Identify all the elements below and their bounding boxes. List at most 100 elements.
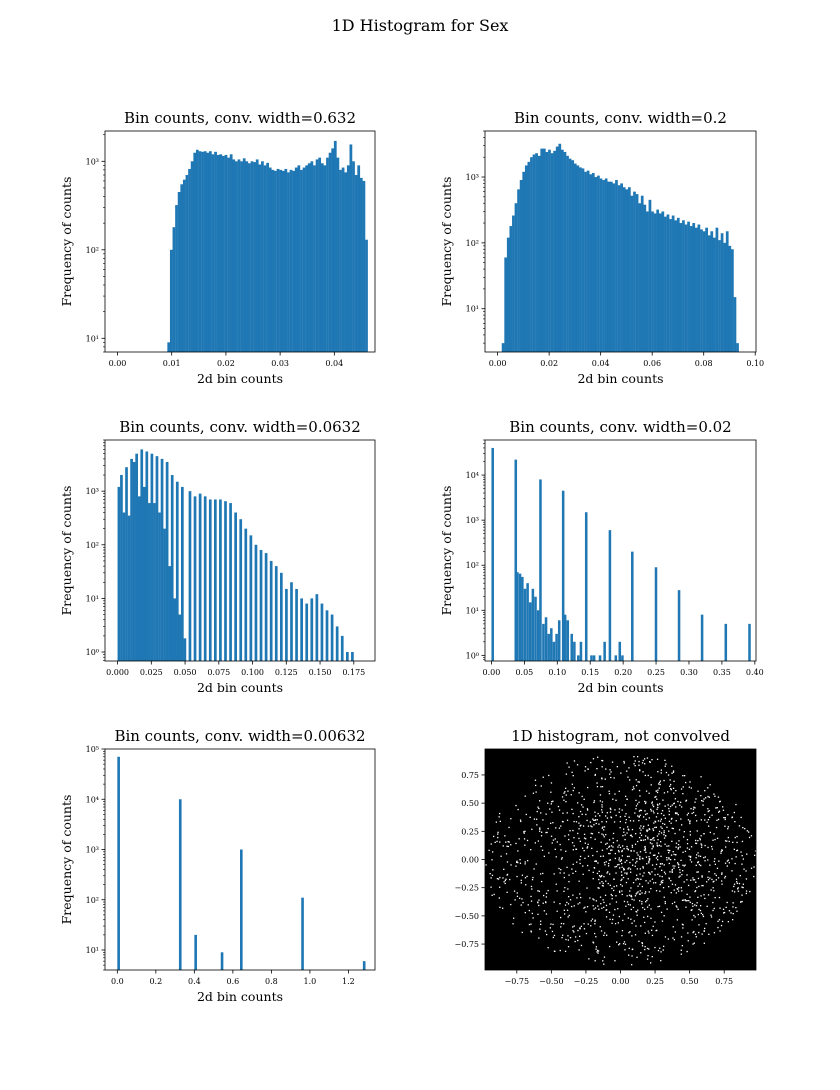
scatter-point <box>655 882 657 884</box>
scatter-point <box>655 890 658 892</box>
scatter-point <box>565 938 567 941</box>
scatter-point <box>745 878 748 880</box>
scatter-point <box>676 812 678 814</box>
scatter-point <box>638 810 641 812</box>
scatter-point <box>712 881 714 883</box>
scatter-point <box>646 958 649 960</box>
scatter-point <box>645 851 647 853</box>
scatter-point <box>707 894 710 896</box>
scatter-point <box>724 877 726 879</box>
scatter-point <box>695 905 698 907</box>
scatter-point <box>609 859 612 861</box>
scatter-point <box>578 816 580 818</box>
scatter-point <box>485 864 487 866</box>
bar <box>561 490 565 661</box>
scatter-point <box>556 910 558 912</box>
scatter-point <box>675 812 677 815</box>
bar <box>142 486 146 661</box>
scatter-point <box>594 773 596 776</box>
bar <box>573 641 576 661</box>
bar <box>514 203 518 352</box>
scatter-point <box>610 893 612 896</box>
scatter-point <box>618 859 620 861</box>
bar <box>261 161 264 352</box>
bar <box>674 220 678 352</box>
bar <box>269 560 273 661</box>
scatter-point <box>584 906 586 908</box>
scatter-point <box>588 869 590 872</box>
scatter-point <box>659 875 661 877</box>
scatter-point <box>566 866 568 868</box>
scatter-point <box>694 890 696 893</box>
scatter-point <box>629 904 631 906</box>
scatter-point <box>497 831 499 833</box>
scatter-point <box>583 837 586 839</box>
scatter-point <box>585 838 587 840</box>
bar <box>242 158 246 352</box>
scatter-point <box>563 890 565 892</box>
bar <box>137 496 141 661</box>
scatter-point <box>697 790 699 792</box>
scatter-point <box>630 887 632 889</box>
scatter-point <box>656 758 659 760</box>
bar <box>145 451 149 661</box>
scatter-point <box>673 889 675 891</box>
scatter-point <box>614 923 617 925</box>
chart-title: Bin counts, conv. width=0.00632 <box>114 727 365 745</box>
scatter-point <box>720 852 722 854</box>
scatter-point <box>722 809 725 811</box>
scatter-point <box>642 827 644 829</box>
bar <box>651 211 654 352</box>
bar <box>122 512 126 661</box>
scatter-point <box>695 842 697 844</box>
scatter-point <box>621 874 623 876</box>
scatter-point <box>668 886 670 888</box>
scatter-point <box>657 949 660 952</box>
scatter-point <box>530 900 533 902</box>
scatter-point <box>654 874 656 876</box>
scatter-point <box>578 792 580 794</box>
scatter-point <box>641 885 643 888</box>
scatter-point <box>668 807 670 810</box>
scatter-point <box>639 857 641 859</box>
scatter-point <box>599 926 601 928</box>
bar <box>597 175 600 352</box>
scatter-point <box>604 894 607 896</box>
scatter-point <box>567 939 569 941</box>
scatter-point <box>622 943 625 945</box>
scatter-point <box>631 846 634 848</box>
scatter-point <box>578 837 580 840</box>
scatter-point <box>680 818 682 820</box>
scatter-point <box>570 794 572 796</box>
scatter-point <box>608 862 610 865</box>
scatter-point <box>595 900 597 902</box>
scatter-point <box>657 806 659 809</box>
bar <box>201 151 204 352</box>
scatter-point <box>541 880 543 883</box>
bar <box>506 237 510 352</box>
scatter-point <box>593 801 595 804</box>
scatter-point <box>663 864 665 866</box>
scatter-point <box>700 846 703 848</box>
bar <box>285 588 288 661</box>
scatter-point <box>685 900 687 902</box>
bar <box>748 623 751 661</box>
scatter-point <box>499 841 501 843</box>
bars <box>167 140 368 352</box>
scatter-point <box>717 796 720 798</box>
scatter-point <box>603 862 606 864</box>
scatter-point <box>619 820 621 823</box>
scatter-point <box>671 883 674 885</box>
scatter-point <box>594 860 596 862</box>
scatter-point <box>564 791 566 793</box>
bar <box>235 161 238 352</box>
scatter-point <box>651 878 654 880</box>
scatter-point <box>695 857 697 859</box>
bar <box>731 249 734 352</box>
plot-area <box>501 143 739 352</box>
scatter-point <box>542 819 544 821</box>
scatter-point <box>697 871 699 873</box>
x-tick-label: −0.50 <box>539 977 564 986</box>
scatter-point <box>507 845 509 848</box>
